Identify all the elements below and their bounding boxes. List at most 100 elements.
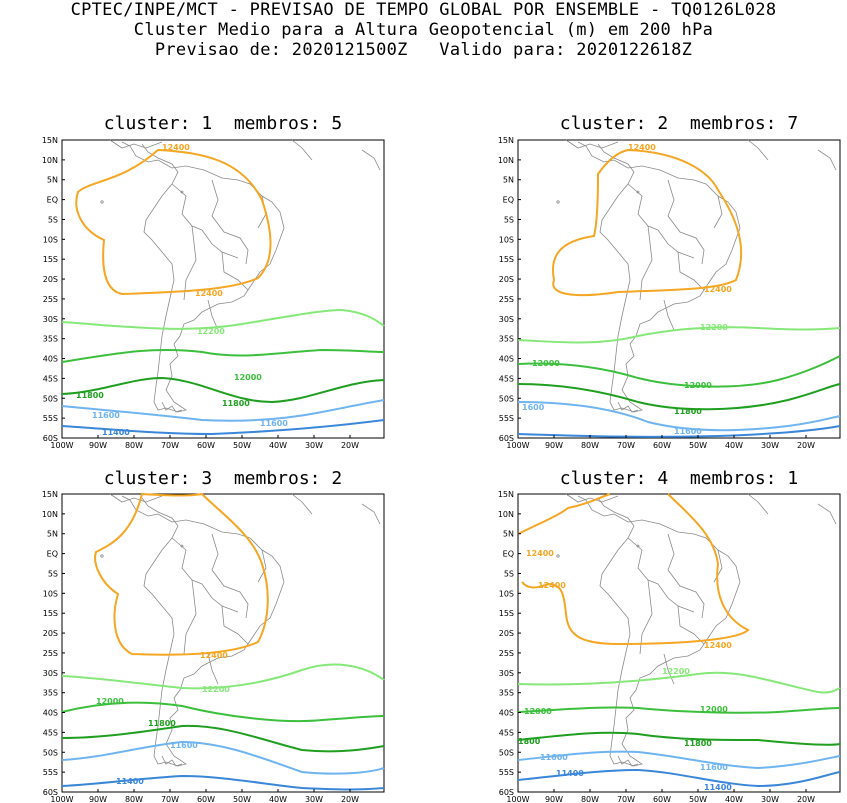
lon-tick-label: 70W [617, 441, 635, 450]
lon-tick-label: 50W [233, 795, 251, 803]
lat-tick-label: 25S [43, 649, 58, 658]
lat-tick-label: 15S [499, 609, 514, 618]
lat-tick-label: 55S [43, 768, 58, 777]
panel-3-frame [61, 493, 385, 793]
lat-tick-label: 10N [498, 510, 514, 519]
lon-tick-label: 50W [689, 795, 707, 803]
contour-label: 1800 [518, 737, 541, 746]
panel-1-map: 12400 12400 12200 12000 11800 11800 1160… [61, 139, 385, 439]
lat-tick-label: 35S [43, 689, 58, 698]
contour-label: 12000 [234, 373, 262, 382]
contour-label: 11800 [76, 391, 104, 400]
lon-tick-label: 90W [545, 795, 563, 803]
lat-tick-label: 5N [47, 176, 58, 185]
lat-tick-label: 15S [499, 255, 514, 264]
contour-label: 11600 [92, 411, 120, 420]
contour-label: 11800 [674, 407, 702, 416]
lon-tick-label: 40W [269, 441, 287, 450]
panel-3-title: cluster: 3 membros: 2 [103, 468, 343, 489]
lat-tick-label: 50S [43, 748, 58, 757]
lat-tick-label: 25S [499, 295, 514, 304]
lat-tick-label: 10S [43, 235, 58, 244]
contour-label: 12000 [700, 705, 728, 714]
contour-label: 12400 [162, 143, 190, 152]
lon-tick-label: 90W [89, 795, 107, 803]
lat-tick-label: 45S [43, 728, 58, 737]
lat-tick-label: 15N [498, 136, 514, 145]
lat-tick-label: 5S [504, 215, 514, 224]
lon-tick-label: 20W [797, 795, 815, 803]
lat-tick-label: 15S [43, 609, 58, 618]
lat-tick-label: 15N [42, 490, 58, 499]
contour-label: 12400 [200, 651, 228, 660]
contour-label: 11400 [116, 777, 144, 786]
lon-tick-label: 30W [761, 795, 779, 803]
contour-label: 12200 [662, 667, 690, 676]
lat-tick-label: 50S [499, 748, 514, 757]
contour-label: 11600 [540, 753, 568, 762]
lat-tick-label: 20S [43, 629, 58, 638]
lat-tick-label: 60S [43, 788, 58, 797]
panel-4-title: cluster: 4 membros: 1 [559, 468, 799, 489]
contour-label: 11400 [704, 783, 732, 792]
contour-label: 11400 [556, 769, 584, 778]
lat-tick-label: 20S [43, 275, 58, 284]
lat-tick-label: 55S [499, 414, 514, 423]
lat-tick-label: 30S [43, 315, 58, 324]
contour-label: 12400 [704, 641, 732, 650]
panel-2-title: cluster: 2 membros: 7 [559, 113, 799, 134]
lon-tick-label: 80W [125, 441, 143, 450]
lat-tick-label: 20S [499, 629, 514, 638]
lon-tick-label: 40W [269, 795, 287, 803]
lat-tick-label: 5S [48, 215, 58, 224]
contour-label: 11600 [260, 419, 288, 428]
lon-tick-label: 70W [161, 795, 179, 803]
panel-1-frame [61, 139, 385, 439]
lon-tick-label: 60W [653, 441, 671, 450]
lat-tick-label: 35S [499, 335, 514, 344]
lon-tick-label: 90W [545, 441, 563, 450]
lat-tick-label: 45S [43, 374, 58, 383]
contour-label: 12200 [202, 685, 230, 694]
lon-tick-label: 20W [341, 795, 359, 803]
contour-label: 12000 [524, 707, 552, 716]
contour-label: 1600 [522, 403, 545, 412]
lat-tick-label: 60S [499, 788, 514, 797]
lat-tick-label: 50S [43, 394, 58, 403]
panel-4-map: 12400 12400 12400 12200 12000 12000 1800… [517, 493, 841, 793]
lat-tick-label: 10S [499, 589, 514, 598]
lat-tick-label: 5S [504, 569, 514, 578]
lat-tick-label: 35S [43, 335, 58, 344]
lat-tick-label: 45S [499, 728, 514, 737]
lon-tick-label: 30W [305, 795, 323, 803]
contour-label: 12400 [538, 581, 566, 590]
lat-tick-label: 55S [499, 768, 514, 777]
lon-tick-label: 80W [581, 795, 599, 803]
contour-label: 12400 [195, 289, 223, 298]
lon-tick-label: 20W [797, 441, 815, 450]
lat-tick-label: 5N [47, 530, 58, 539]
lat-tick-label: EQ [47, 550, 58, 559]
lon-tick-label: 100W [50, 441, 73, 450]
lat-tick-label: 50S [499, 394, 514, 403]
panel-3-map: 12400 12200 12000 11800 11600 11400 [61, 492, 385, 793]
contour-label: 11600 [674, 427, 702, 436]
lat-tick-label: 5S [48, 569, 58, 578]
contour-label: 12000 [684, 381, 712, 390]
lon-tick-label: 30W [761, 441, 779, 450]
lon-tick-label: 50W [233, 441, 251, 450]
panel-2-map: 12400 12400 12200 12000 12000 11800 1600… [517, 139, 841, 439]
lat-tick-label: 10S [499, 235, 514, 244]
lat-tick-label: EQ [503, 196, 514, 205]
lon-tick-label: 90W [89, 441, 107, 450]
header-line-1: CPTEC/INPE/MCT - PREVISAO DE TEMPO GLOBA… [70, 0, 777, 20]
lon-tick-label: 30W [305, 441, 323, 450]
contour-label: 11600 [700, 763, 728, 772]
lon-tick-label: 80W [125, 795, 143, 803]
contour-label: 11800 [222, 399, 250, 408]
lon-tick-label: 70W [161, 441, 179, 450]
lon-tick-label: 20W [341, 441, 359, 450]
lat-tick-label: 30S [499, 315, 514, 324]
lon-tick-label: 100W [50, 795, 73, 803]
